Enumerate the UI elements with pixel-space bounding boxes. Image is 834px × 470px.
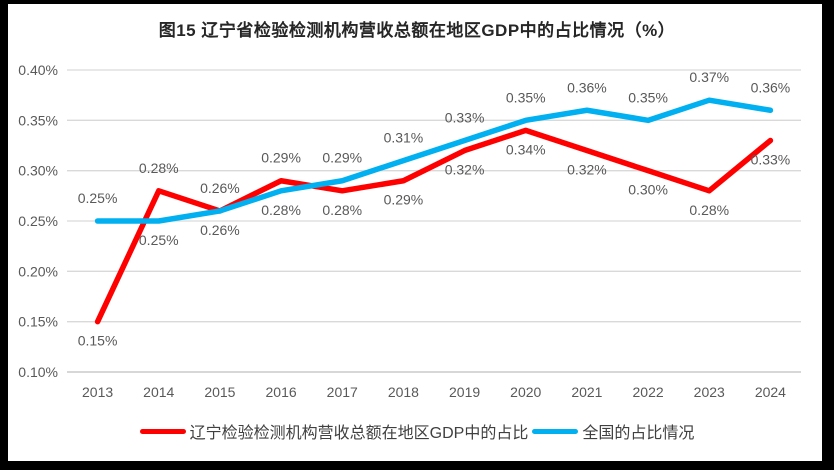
data-label-series-0: 0.28% — [689, 202, 729, 218]
y-tick-label: 0.35% — [18, 112, 58, 128]
data-label-series-0: 0.28% — [322, 202, 362, 218]
legend-line-swatch-blue — [532, 428, 579, 434]
x-axis-label: 2021 — [571, 384, 602, 400]
data-label-series-0: 0.28% — [139, 160, 179, 176]
series-line-1 — [94, 97, 774, 224]
legend: 辽宁检验检测机构营收总额在地区GDP中的占比 全国的占比情况 — [0, 419, 834, 443]
data-label-series-0: 0.30% — [628, 182, 668, 198]
data-label-series-0: 0.32% — [567, 162, 607, 178]
data-label-series-1: 0.37% — [689, 69, 729, 85]
data-label-series-1: 0.25% — [139, 232, 179, 248]
data-label-series-1: 0.36% — [751, 79, 791, 95]
y-tick-label: 0.15% — [18, 314, 58, 330]
legend-item-national: 全国的占比情况 — [532, 419, 694, 443]
x-axis-label: 2022 — [633, 384, 664, 400]
x-axis-label: 2023 — [694, 384, 725, 400]
data-label-series-1: 0.29% — [322, 150, 362, 166]
data-label-series-1: 0.36% — [567, 79, 607, 95]
x-axis-label: 2020 — [510, 384, 541, 400]
data-label-series-1: 0.25% — [78, 190, 118, 206]
x-axis-label: 2013 — [82, 384, 113, 400]
y-tick-label: 0.25% — [18, 213, 58, 229]
x-axis-label: 2014 — [143, 384, 174, 400]
x-axis-label: 2024 — [755, 384, 786, 400]
plot-background — [8, 4, 822, 461]
legend-label-liaoning: 辽宁检验检测机构营收总额在地区GDP中的占比 — [189, 425, 529, 442]
legend-label-national: 全国的占比情况 — [582, 425, 695, 442]
y-tick-label: 0.40% — [18, 62, 58, 78]
series-line-0 — [94, 127, 774, 325]
data-label-series-1: 0.35% — [628, 89, 668, 105]
x-axis-label: 2018 — [388, 384, 419, 400]
y-tick-label: 0.30% — [18, 163, 58, 179]
data-label-series-0: 0.26% — [200, 180, 240, 196]
data-label-series-0: 0.29% — [384, 192, 424, 208]
x-axis-label: 2016 — [266, 384, 297, 400]
y-tick-label: 0.20% — [18, 263, 58, 279]
legend-line-swatch-red — [139, 428, 186, 434]
data-label-series-1: 0.28% — [261, 202, 301, 218]
data-label-series-0: 0.33% — [751, 151, 791, 167]
x-axis-label: 2019 — [449, 384, 480, 400]
chart-title: 图15 辽宁省检验检测机构营收总额在地区GDP中的占比情况（%） — [158, 21, 676, 40]
data-label-series-0: 0.29% — [261, 150, 301, 166]
data-label-series-0: 0.34% — [506, 141, 546, 157]
data-label-series-1: 0.26% — [200, 222, 240, 238]
x-axis-label: 2017 — [327, 384, 358, 400]
x-axis-label: 2015 — [204, 384, 235, 400]
data-label-series-1: 0.33% — [445, 109, 485, 125]
data-label-series-0: 0.32% — [445, 162, 485, 178]
data-label-series-0: 0.15% — [78, 333, 118, 349]
legend-item-liaoning: 辽宁检验检测机构营收总额在地区GDP中的占比 — [139, 419, 529, 443]
data-label-series-1: 0.31% — [384, 130, 424, 146]
data-label-series-1: 0.35% — [506, 89, 546, 105]
y-tick-label: 0.10% — [18, 364, 58, 380]
